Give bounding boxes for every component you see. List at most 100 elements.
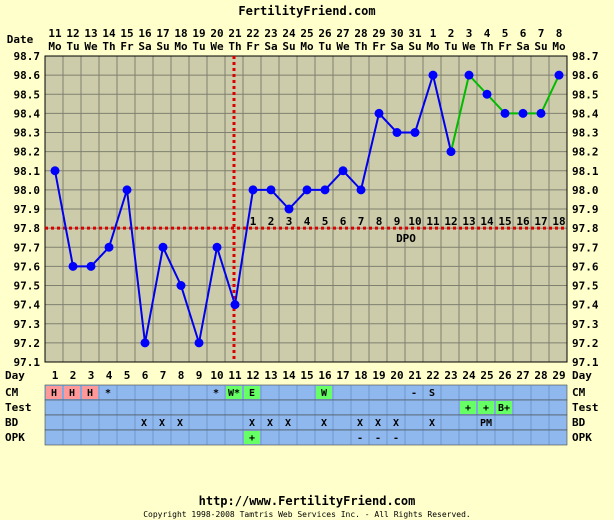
date-label: 22: [246, 27, 259, 40]
y-axis-ticks: 98.7 98.7 98.6 98.6 98.5 98.5 98.4 98.4 98.3 98.3…: [14, 50, 599, 369]
date-label: 18: [174, 27, 187, 40]
weekday-label: Fr: [120, 40, 134, 53]
y-tick-right: 97.8: [572, 222, 599, 235]
date-label: 12: [66, 27, 79, 40]
dpo-number: 7: [358, 215, 365, 228]
date-label: 25: [300, 27, 313, 40]
opk-cell: -: [375, 433, 381, 444]
day-number: 24: [462, 369, 476, 382]
date-label: 16: [138, 27, 152, 40]
bd-cell: X: [159, 418, 165, 429]
row-cell-highlight: [82, 386, 98, 399]
day-number: 12: [246, 369, 259, 382]
date-label: 5: [502, 27, 509, 40]
weekday-label: Fr: [372, 40, 386, 53]
row-label-test: Test: [5, 401, 32, 414]
temperature-point: [212, 242, 222, 252]
temperature-point: [482, 89, 492, 99]
row-cell-highlight: [316, 386, 332, 399]
temperature-point: [554, 70, 564, 80]
weekday-label: Sa: [516, 40, 529, 53]
weekday-label: We: [210, 40, 224, 53]
temperature-point: [140, 338, 150, 348]
temperature-point: [266, 185, 276, 195]
bd-cell: X: [141, 418, 147, 429]
weekday-label: Sa: [264, 40, 277, 53]
weekday-label: Su: [282, 40, 295, 53]
weekday-label: Sa: [390, 40, 403, 53]
y-tick-left: 98.0: [14, 184, 41, 197]
day-number: 20: [390, 369, 403, 382]
day-number: 21: [408, 369, 422, 382]
date-label: 28: [354, 27, 367, 40]
date-header: 11Mo12Tu13We14Th15Fr16Sa17Su18Mo19Tu20We…: [48, 27, 566, 53]
weekday-label: We: [336, 40, 350, 53]
row-band: [44, 429, 568, 446]
y-tick-left: 97.2: [14, 337, 41, 350]
y-tick-left: 97.1: [14, 356, 41, 369]
date-label: 13: [84, 27, 97, 40]
y-tick-right: 98.3: [572, 127, 599, 140]
temperature-point: [104, 242, 114, 252]
temperature-point: [500, 108, 510, 118]
dpo-number: 1: [250, 215, 257, 228]
day-number: 3: [88, 369, 95, 382]
day-number: 29: [552, 369, 565, 382]
date-label: 11: [48, 27, 62, 40]
y-tick-right: 98.2: [572, 146, 599, 159]
y-tick-left: 97.6: [14, 260, 41, 273]
cm-cell: W: [321, 388, 328, 399]
temperature-point: [68, 261, 78, 271]
y-tick-right: 97.5: [572, 280, 599, 293]
cm-cell: W*: [228, 388, 240, 399]
row-cell-highlight: [244, 386, 260, 399]
weekday-label: Su: [408, 40, 421, 53]
row-cell-highlight: [478, 401, 494, 414]
temperature-point: [428, 70, 438, 80]
row-label-right-bd: BD: [572, 416, 586, 429]
y-tick-left: 98.3: [14, 127, 41, 140]
plot-border: [44, 55, 568, 363]
dpo-number: 14: [480, 215, 494, 228]
row-label-cm: CM: [5, 386, 19, 399]
y-tick-right: 97.1: [572, 356, 599, 369]
weekday-label: Mo: [174, 40, 188, 53]
y-tick-left: 98.2: [14, 146, 41, 159]
temperature-point: [464, 70, 474, 80]
temperature-point: [248, 185, 258, 195]
date-label: 1: [430, 27, 437, 40]
y-tick-right: 97.7: [572, 241, 599, 254]
dpo-number: 8: [376, 215, 383, 228]
y-tick-right: 98.7: [572, 50, 599, 63]
date-label: 3: [466, 27, 473, 40]
cm-cell: S: [429, 388, 435, 399]
row-label-day: Day: [5, 369, 25, 382]
date-label: 6: [520, 27, 527, 40]
test-cell: B+: [498, 403, 510, 414]
temperature-point: [50, 166, 60, 176]
dpo-number: 11: [426, 215, 440, 228]
temperature-point: [122, 185, 132, 195]
weekday-label: Sa: [138, 40, 151, 53]
dpo-number: 13: [462, 215, 475, 228]
cm-cell: *: [213, 388, 219, 399]
day-number: 10: [210, 369, 223, 382]
bd-cell: X: [321, 418, 327, 429]
row-cell-highlight: [46, 386, 62, 399]
site-url[interactable]: http://www.FertilityFriend.com: [198, 494, 416, 508]
test-cell: +: [465, 403, 471, 414]
day-number: 17: [336, 369, 349, 382]
temperature-point: [194, 338, 204, 348]
weekday-label: Th: [480, 40, 493, 53]
dpo-number: 18: [552, 215, 565, 228]
day-number: 25: [480, 369, 493, 382]
bd-cell: PM: [480, 418, 492, 429]
cm-cell: E: [249, 388, 255, 399]
weekday-label: Mo: [48, 40, 62, 53]
bd-cell: X: [285, 418, 291, 429]
temperature-point: [410, 128, 420, 137]
row-cell-highlight: [244, 431, 260, 444]
y-tick-right: 98.4: [572, 107, 599, 120]
day-number: 6: [142, 369, 149, 382]
